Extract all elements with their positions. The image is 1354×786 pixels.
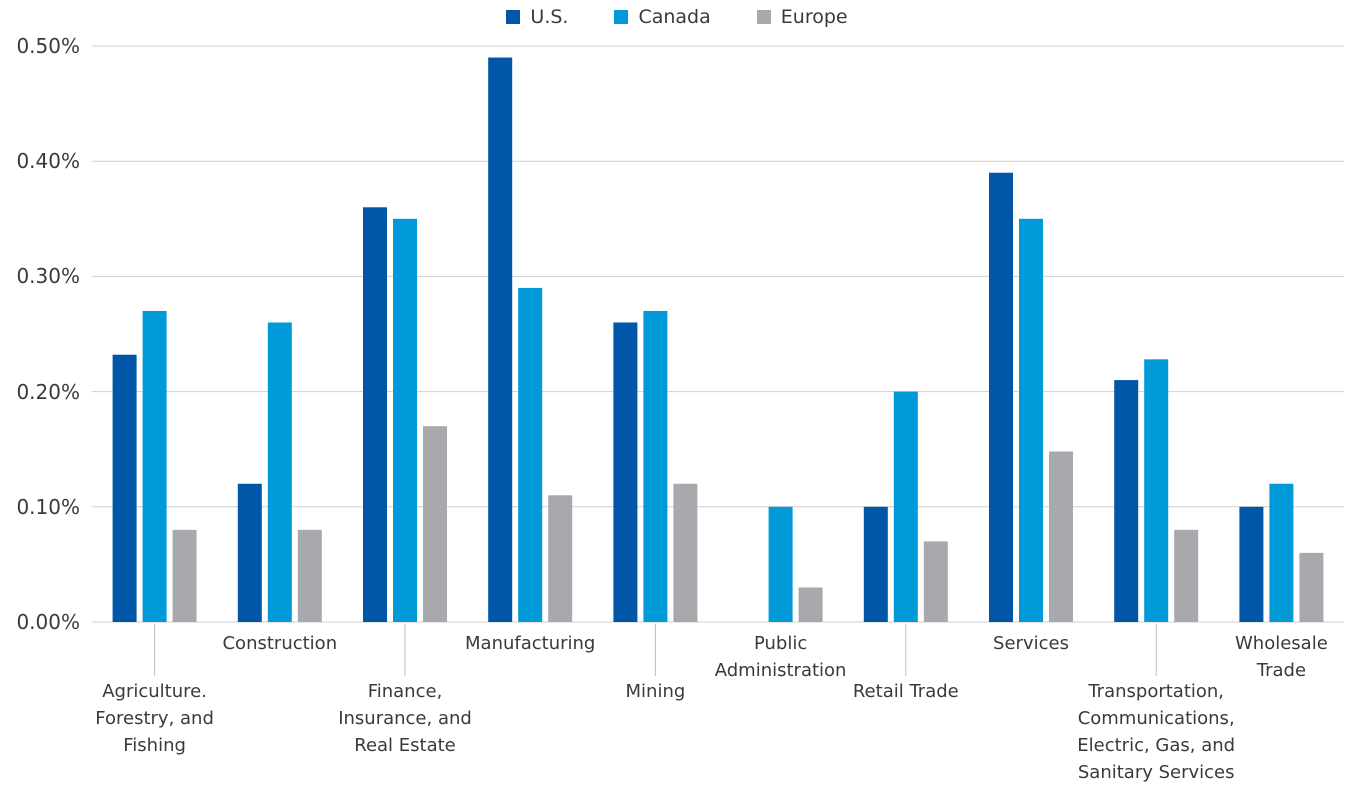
bar-europe-9: [1299, 552, 1324, 622]
legend-label: U.S.: [530, 6, 569, 28]
category-label-line: Transportation,: [1088, 681, 1225, 702]
category-label-line: Sanitary Services: [1077, 762, 1235, 783]
bar-us-2: [363, 207, 387, 622]
bar-us-3: [488, 57, 513, 622]
category-label: Agriculture. Forestry, and Fishing: [95, 678, 214, 759]
bar-europe-7: [1049, 451, 1073, 622]
bar-europe-4: [673, 483, 698, 622]
y-tick-label: 0.10%: [16, 494, 80, 519]
category-label: Construction: [222, 630, 337, 657]
bar-us-4: [613, 322, 638, 622]
category-label-line: Agriculture.: [102, 681, 207, 702]
category-label: Retail Trade: [853, 678, 959, 705]
category-label-line: Wholesale: [1235, 633, 1328, 654]
legend-label: Canada: [638, 6, 711, 28]
category-label-line: Insurance, and: [338, 708, 472, 729]
category-label-line: Fishing: [123, 735, 186, 756]
category-label-line: Mining: [625, 681, 686, 702]
bar-us-9: [1239, 506, 1264, 622]
category-label-line: Finance,: [367, 681, 443, 702]
legend-swatch: [614, 10, 629, 24]
bar-canada-6: [893, 391, 918, 622]
bar-canada-4: [643, 310, 668, 622]
category-label: Finance, Insurance, and Real Estate: [338, 678, 472, 759]
category-label-line: Administration: [714, 660, 847, 681]
category-label-line: Real Estate: [354, 735, 456, 756]
category-ticks: [154, 624, 1157, 676]
legend-item: Canada: [614, 6, 711, 28]
bar-europe-1: [297, 529, 322, 622]
category-label-line: Construction: [222, 633, 338, 654]
legend-item: Europe: [756, 6, 848, 28]
bar-europe-0: [172, 529, 197, 622]
category-label: Services: [993, 630, 1069, 657]
bars: [112, 57, 1324, 623]
legend: U.S. Canada Europe: [0, 6, 1354, 28]
category-label: Mining: [626, 678, 686, 705]
y-tick-label: 0.30%: [16, 264, 80, 289]
bar-canada-3: [518, 287, 543, 622]
bar-europe-3: [548, 495, 573, 622]
y-tick-label: 0.50%: [16, 34, 80, 58]
category-label-line: Trade: [1256, 660, 1307, 681]
y-tick-label: 0.40%: [16, 149, 80, 174]
category-label-line: Communications,: [1077, 708, 1235, 729]
bar-canada-5: [768, 506, 793, 622]
category-label: Transportation, Communications, Electric, …: [1077, 678, 1235, 786]
y-tick-label: 0.00%: [16, 610, 80, 634]
category-label: Wholesale Trade: [1235, 630, 1328, 684]
bar-europe-5: [798, 587, 823, 622]
bar-europe-8: [1174, 529, 1199, 622]
legend-item: U.S.: [506, 6, 568, 28]
legend-swatch: [756, 10, 771, 24]
legend-swatch: [506, 10, 521, 24]
category-label-line: Retail Trade: [852, 681, 959, 702]
bar-us-6: [863, 506, 888, 622]
bar-canada-1: [267, 322, 292, 622]
category-label: Public Administration: [715, 630, 847, 684]
bar-europe-6: [923, 541, 948, 622]
category-label-line: Forestry, and: [95, 708, 214, 729]
bar-canada-9: [1269, 483, 1294, 622]
bar-us-8: [1114, 380, 1139, 622]
category-label-line: Electric, Gas, and: [1077, 735, 1236, 756]
bar-us-0: [112, 354, 137, 622]
category-label-line: Public: [753, 633, 808, 654]
y-tick-label: 0.20%: [16, 379, 80, 404]
bar-us-7: [989, 172, 1013, 622]
category-label-line: Services: [993, 633, 1069, 654]
category-label: Manufacturing: [465, 630, 595, 657]
legend-label: Europe: [780, 6, 848, 28]
bar-canada-2: [393, 218, 417, 623]
bar-us-1: [237, 483, 262, 622]
bar-canada-7: [1019, 218, 1043, 623]
bar-canada-8: [1144, 359, 1169, 622]
category-label-line: Manufacturing: [465, 633, 596, 654]
bar-europe-2: [423, 426, 447, 622]
bar-canada-0: [142, 310, 167, 622]
